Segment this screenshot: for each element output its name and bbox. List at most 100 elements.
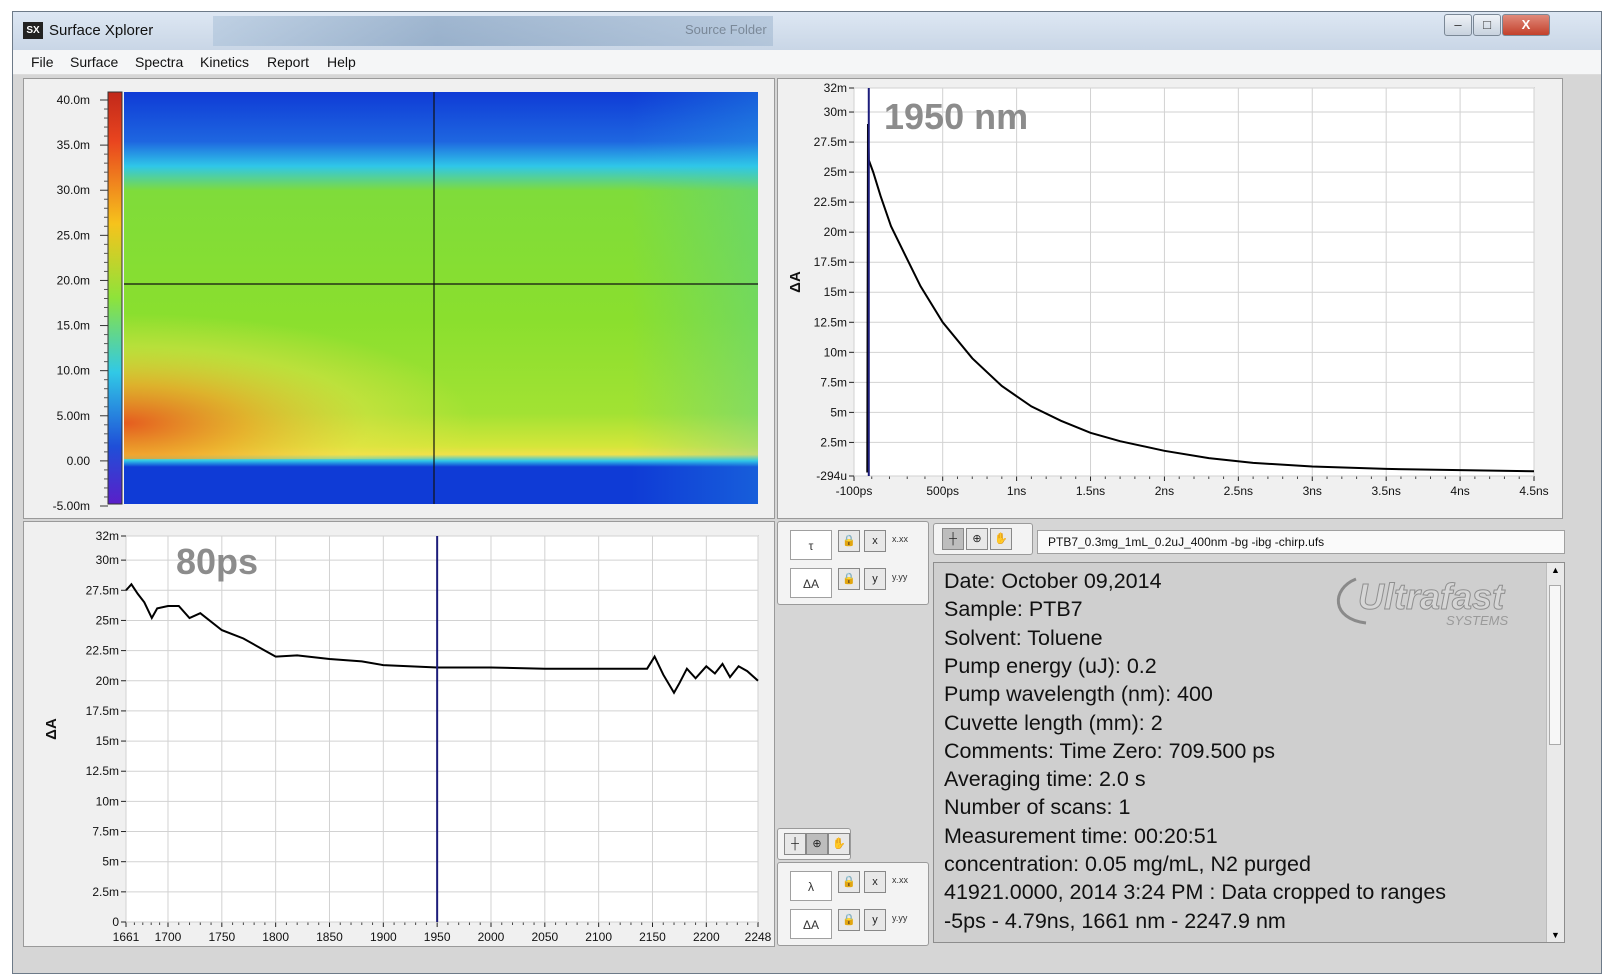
surface-panel: 40.0m 35.0m 30.0m 25.0m 20.0m 15.0m 10.0m 5.00m… bbox=[23, 78, 775, 519]
format-y-label[interactable]: y.yy bbox=[892, 572, 908, 582]
y-tick-label: 12.5m bbox=[814, 315, 847, 329]
format-x-label[interactable]: x.xx bbox=[892, 875, 909, 885]
zoom-tool-icon[interactable]: ⊕ bbox=[966, 528, 988, 550]
info-line: Pump energy (uJ): 0.2 bbox=[944, 653, 1157, 678]
menu-spectra[interactable]: Spectra bbox=[135, 54, 184, 70]
lock-icon[interactable]: 🔒 bbox=[838, 568, 860, 590]
autoscale-x-icon[interactable]: x bbox=[864, 871, 886, 893]
y-tick-label: 25m bbox=[824, 165, 847, 179]
info-line: Solvent: Toluene bbox=[944, 625, 1103, 650]
heatmap-edge-tint bbox=[124, 92, 758, 504]
y-tick-label: 32m bbox=[96, 529, 119, 543]
app-window: Source Folder SX Surface Xplorer – □ X F… bbox=[12, 11, 1602, 974]
menu-help[interactable]: Help bbox=[327, 54, 356, 70]
data-series-line bbox=[125, 582, 759, 695]
spectrum-chart[interactable]: 1661 1700 1750 1800 1850 1900 1950 2000 2050 2100… bbox=[24, 522, 774, 946]
colorbar[interactable] bbox=[107, 91, 123, 505]
info-line: Comments: Time Zero: 709.500 ps bbox=[944, 738, 1276, 763]
x-tick-label: 1ns bbox=[1007, 484, 1026, 498]
y-tick-label: 27.5m bbox=[86, 583, 119, 597]
y-tick-label: -294u bbox=[816, 469, 847, 483]
background-window-title: Source Folder bbox=[685, 22, 767, 37]
lambda-field[interactable]: λ bbox=[790, 871, 832, 901]
format-y-label[interactable]: y.yy bbox=[892, 913, 908, 923]
autoscale-y-icon[interactable]: y bbox=[864, 909, 886, 931]
menu-surface[interactable]: Surface bbox=[70, 54, 119, 70]
x-tick-label: 1800 bbox=[262, 930, 289, 944]
scroll-down-icon[interactable]: ▼ bbox=[1551, 930, 1560, 940]
zoom-tool-icon[interactable]: ⊕ bbox=[806, 833, 828, 855]
autoscale-x-icon[interactable]: x bbox=[864, 530, 886, 552]
info-panel[interactable]: Date: October 09,2014 Sample: PTB7 Solvent… bbox=[933, 562, 1565, 943]
y-tick-label: 22.5m bbox=[814, 195, 847, 209]
plot-area bbox=[853, 87, 1535, 477]
window-title: Surface Xplorer bbox=[49, 22, 154, 39]
info-line: Measurement time: 00:20:51 bbox=[944, 823, 1218, 848]
y-tick-label: 10m bbox=[96, 794, 119, 808]
x-tick-label: 2000 bbox=[478, 930, 505, 944]
x-tick-label: 3ns bbox=[1303, 484, 1322, 498]
kinetics-chart[interactable]: -100ps 500ps 1ns 1.5ns 2ns 2.5ns 3ns 3.5ns 4ns 4.… bbox=[778, 79, 1562, 518]
surface-heatmap[interactable]: 40.0m 35.0m 30.0m 25.0m 20.0m 15.0m 10.0m 5.00m… bbox=[24, 79, 774, 518]
crosshair-tool-icon[interactable]: ┼ bbox=[942, 528, 964, 550]
colorbar-tick-label: 10.0m bbox=[57, 364, 90, 378]
info-line: Sample: PTB7 bbox=[944, 597, 1083, 622]
minimize-button[interactable]: – bbox=[1444, 14, 1472, 36]
info-scrollbar[interactable]: ▲ ▼ bbox=[1546, 563, 1564, 942]
x-tick-label: 1950 bbox=[424, 930, 451, 944]
app-icon: SX bbox=[23, 22, 43, 39]
info-line: 41921.0000, 2014 3:24 PM : Data cropped … bbox=[944, 880, 1447, 905]
delta-a-field[interactable]: ΔA bbox=[790, 568, 832, 598]
format-x-label[interactable]: x.xx bbox=[892, 534, 909, 544]
scroll-up-icon[interactable]: ▲ bbox=[1551, 565, 1560, 575]
lock-icon[interactable]: 🔒 bbox=[838, 530, 860, 552]
y-tick-label: 15m bbox=[824, 285, 847, 299]
y-tick-label: 5m bbox=[102, 855, 119, 869]
lock-icon[interactable]: 🔒 bbox=[838, 909, 860, 931]
svg-text:Ultrafast: Ultrafast bbox=[1358, 576, 1506, 617]
kinetics-tool-palette: ┼ ⊕ ✋ bbox=[933, 523, 1033, 555]
maximize-button[interactable]: □ bbox=[1473, 14, 1501, 36]
menu-file[interactable]: File bbox=[31, 54, 54, 70]
title-bar-glass bbox=[213, 16, 773, 46]
lock-icon[interactable]: 🔒 bbox=[838, 871, 860, 893]
pan-hand-icon[interactable]: ✋ bbox=[990, 528, 1012, 550]
info-line: Date: October 09,2014 bbox=[944, 569, 1162, 593]
x-tick-label: 3.5ns bbox=[1371, 484, 1400, 498]
y-tick-label: 25m bbox=[96, 613, 119, 627]
y-tick-label: 20m bbox=[96, 674, 119, 688]
x-tick-label: 1.5ns bbox=[1076, 484, 1105, 498]
menu-report[interactable]: Report bbox=[267, 54, 310, 70]
info-line: -5ps - 4.79ns, 1661 nm - 2247.9 nm bbox=[944, 908, 1286, 933]
chart-title-label: 80ps bbox=[176, 541, 258, 582]
kinetics-cursor-controls: τ 🔒 x x.xx ΔA 🔒 y y.yy bbox=[777, 521, 929, 605]
spectrum-tool-palette: ┼ ⊕ ✋ bbox=[777, 828, 851, 860]
pan-hand-icon[interactable]: ✋ bbox=[828, 833, 850, 855]
x-tick-label: 1700 bbox=[155, 930, 182, 944]
y-tick-label: 0 bbox=[112, 915, 119, 929]
spectrum-cursor-controls: λ 🔒 x x.xx ΔA 🔒 y y.yy bbox=[777, 862, 929, 946]
colorbar-tick-label: 25.0m bbox=[57, 228, 90, 242]
x-tick-label: 2.5ns bbox=[1224, 484, 1253, 498]
close-button[interactable]: X bbox=[1502, 14, 1550, 36]
menu-kinetics[interactable]: Kinetics bbox=[200, 54, 250, 70]
y-tick-label: 32m bbox=[824, 81, 847, 95]
info-line: Number of scans: 1 bbox=[944, 795, 1131, 820]
delta-a-field[interactable]: ΔA bbox=[790, 909, 832, 939]
tau-field[interactable]: τ bbox=[790, 530, 832, 560]
x-tick-label: -100ps bbox=[836, 484, 873, 498]
scroll-thumb[interactable] bbox=[1549, 585, 1561, 745]
title-bar[interactable]: Source Folder SX Surface Xplorer – □ X bbox=[13, 12, 1601, 50]
crosshair-tool-icon[interactable]: ┼ bbox=[784, 833, 806, 855]
y-tick-label: 30m bbox=[824, 105, 847, 119]
x-tick-label: 2200 bbox=[693, 930, 720, 944]
colorbar-ticks: 40.0m 35.0m 30.0m 25.0m 20.0m 15.0m 10.0m 5.00m… bbox=[53, 93, 108, 513]
x-tick-label: 4.5ns bbox=[1519, 484, 1548, 498]
y-tick-label: 17.5m bbox=[814, 255, 847, 269]
info-line: concentration: 0.05 mg/mL, N2 purged bbox=[944, 852, 1311, 876]
file-name-label: PTB7_0.3mg_1mL_0.2uJ_400nm -bg -ibg -chi… bbox=[1037, 530, 1565, 554]
ultrafast-systems-logo: Ultrafast SYSTEMS bbox=[1337, 576, 1508, 628]
autoscale-y-icon[interactable]: y bbox=[864, 568, 886, 590]
x-tick-label: 4ns bbox=[1450, 484, 1469, 498]
y-tick-label: 22.5m bbox=[86, 644, 119, 658]
